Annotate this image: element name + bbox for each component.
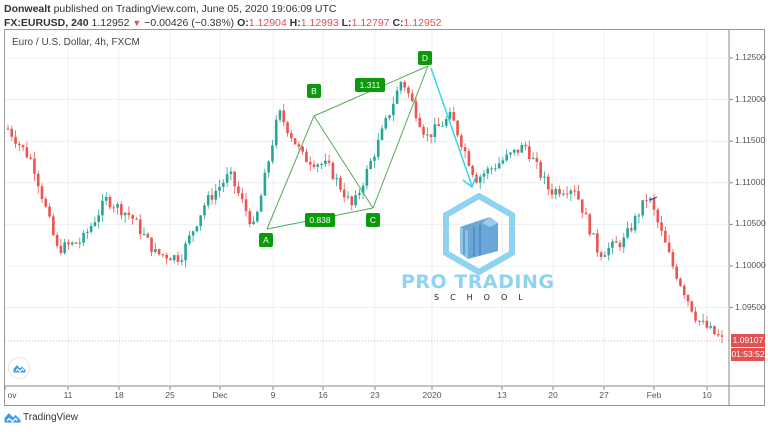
watermark-subtitle: SCHOOL	[434, 293, 534, 302]
time-tick-label: Dec	[212, 390, 228, 400]
publish-info: Donwealt published on TradingView.com, J…	[4, 3, 337, 15]
low-value: 1.12797	[351, 17, 390, 29]
watermark-title: PRO TRADING	[401, 271, 555, 293]
time-tick-label: 18	[114, 390, 124, 400]
high-label: H:	[289, 17, 301, 29]
ratio-ac-label[interactable]: 0.838	[305, 213, 335, 227]
chart-title: Euro / U.S. Dollar, 4h, FXCM	[12, 37, 140, 48]
symbol: FX:EURUSD, 240	[4, 17, 89, 29]
pattern-point-a[interactable]: A	[259, 233, 273, 247]
symbol-info: FX:EURUSD, 240 1.12952 ▼ −0.00426 (−0.38…	[4, 17, 442, 29]
price-tick-label: 1.12500	[735, 52, 766, 62]
time-tick-label: ov	[7, 390, 17, 400]
down-arrow-icon: ▼	[132, 18, 142, 28]
tradingview-brand-icon	[4, 413, 21, 423]
time-tick-label: 27	[599, 390, 609, 400]
time-tick-label: 11	[63, 390, 73, 400]
pattern-point-b[interactable]: B	[307, 84, 321, 98]
current-price-tag: 1.09107	[731, 334, 765, 347]
time-tick-label: Feb	[646, 390, 662, 400]
bar-countdown-tag: 01:53:52	[731, 348, 765, 361]
close-label: C:	[392, 17, 404, 29]
time-tick-label: 16	[318, 390, 328, 400]
tradingview-brand-text: TradingView	[23, 412, 79, 423]
pattern-point-c[interactable]: C	[366, 213, 380, 227]
price-tick-label: 1.11500	[735, 135, 766, 146]
pattern-point-d[interactable]: D	[418, 51, 432, 65]
time-tick-label: 20	[548, 390, 558, 400]
tradingview-chart-button[interactable]	[8, 357, 30, 379]
time-tick-label: 25	[165, 390, 175, 400]
price-tick-label: 1.11000	[735, 176, 766, 187]
price-tick-label: 1.10000	[735, 260, 766, 270]
price-tick-label: 1.09500	[735, 301, 766, 312]
open-value: 1.12904	[248, 17, 287, 29]
time-tick-label: 13	[497, 390, 507, 400]
high-value: 1.12993	[300, 17, 339, 29]
published-text: published on TradingView.com, June 05, 2…	[53, 3, 337, 15]
tradingview-logo-icon	[13, 364, 25, 372]
time-tick-label: 2020	[422, 390, 442, 400]
chart-frame	[4, 29, 765, 406]
ratio-bd-label[interactable]: 1.311	[355, 78, 385, 92]
time-tick-label: 23	[370, 390, 380, 400]
pro-trading-school-logo-icon	[443, 193, 515, 275]
low-label: L:	[341, 17, 352, 29]
time-tick-label: 10	[702, 390, 712, 400]
price-tick-label: 1.12000	[735, 93, 766, 104]
author-name: Donwealt	[4, 3, 51, 15]
price-change: −0.00426 (−0.38%)	[144, 17, 235, 29]
open-label: O:	[237, 17, 249, 29]
tradingview-footer[interactable]: TradingView	[4, 412, 78, 423]
close-value: 1.12952	[403, 17, 442, 29]
last-price: 1.12952	[91, 17, 130, 29]
price-tick-label: 1.10500	[735, 218, 766, 229]
time-tick-label: 9	[270, 390, 276, 400]
